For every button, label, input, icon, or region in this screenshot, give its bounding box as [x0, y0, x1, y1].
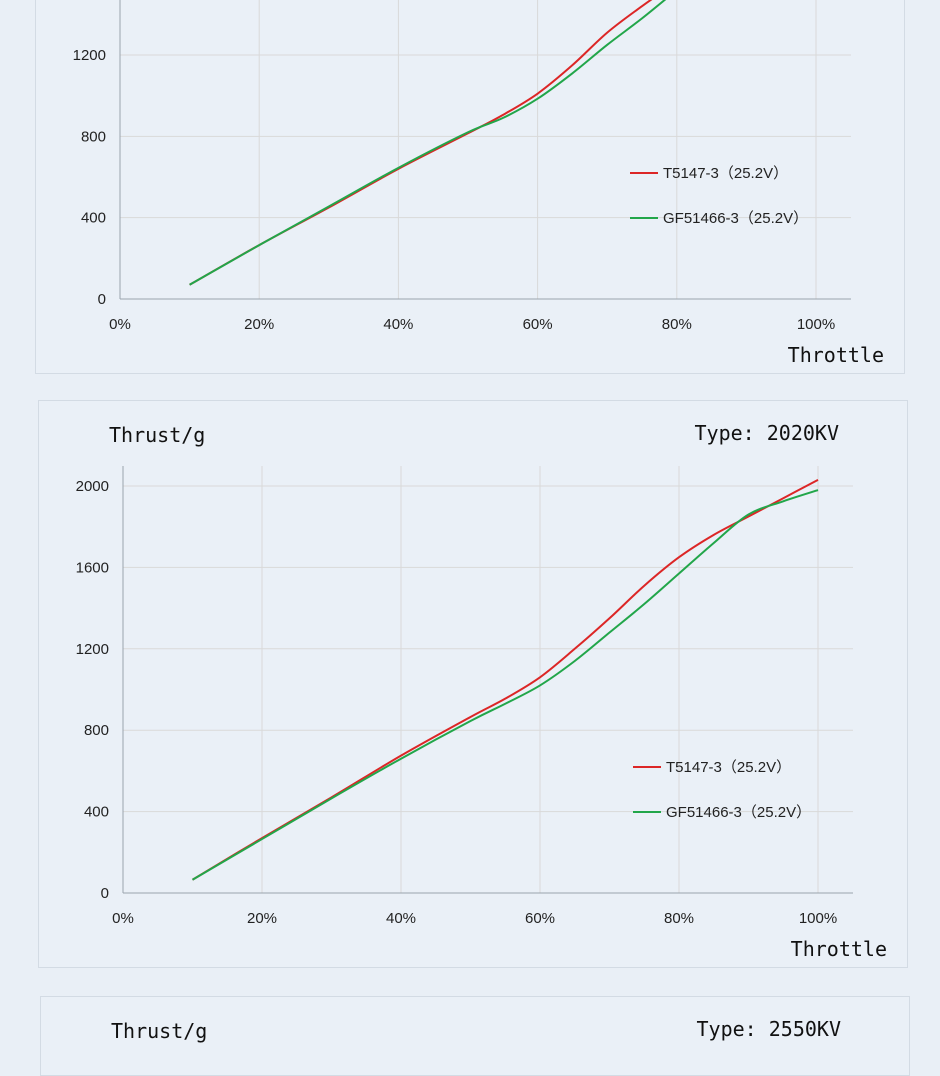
y-axis-title: Thrust/g: [111, 1019, 208, 1043]
x-tick-label: 80%: [662, 316, 692, 333]
x-tick-label: 0%: [109, 316, 131, 333]
y-tick-label: 2000: [76, 478, 109, 495]
x-tick-label: 40%: [386, 910, 416, 927]
y-tick-label: 400: [81, 210, 106, 227]
y-tick-label: 0: [98, 291, 106, 308]
x-tick-label: 80%: [664, 910, 694, 927]
x-tick-label: 100%: [797, 316, 835, 333]
chart-panel-1: 0 400 800 1200 0% 20% 40% 60% 80% 100% Throttle T51…: [35, 0, 905, 374]
x-tick-label: 20%: [247, 910, 277, 927]
x-tick-label: 0%: [112, 910, 134, 927]
series-line-2: [191, 489, 819, 881]
motor-type-label: Type: 2020KV: [694, 421, 840, 445]
x-tick-label: 40%: [383, 316, 413, 333]
motor-type-label: Type: 2550KV: [696, 1017, 842, 1041]
legend-label: T5147-3（25.2V）: [666, 759, 791, 776]
y-tick-label: 1200: [76, 641, 109, 658]
legend-label: GF51466-3（25.2V）: [663, 210, 808, 227]
legend-label: GF51466-3（25.2V）: [666, 804, 811, 821]
chart-panel-2: Thrust/g Type: 2020KV 0 400 800 1200 1600 200…: [38, 400, 908, 968]
y-tick-label: 800: [84, 722, 109, 739]
x-axis-title: Throttle: [788, 343, 884, 367]
y-axis-title: Thrust/g: [109, 423, 206, 447]
thrust-chart-1: 0 400 800 1200 0% 20% 40% 60% 80% 100% Throttle T51…: [73, 0, 884, 367]
y-tick-label: 1600: [76, 559, 109, 576]
y-tick-label: 400: [84, 804, 109, 821]
y-tick-label: 0: [101, 885, 109, 902]
thrust-chart-2: 0 400 800 1200 1600 2000 0% 20% 40% 60% 80% 100% Thr…: [76, 466, 887, 961]
legend-label: T5147-3（25.2V）: [663, 165, 788, 182]
y-tick-label: 800: [81, 128, 106, 145]
x-tick-label: 60%: [525, 910, 555, 927]
x-tick-label: 100%: [799, 910, 837, 927]
x-axis-title: Throttle: [791, 937, 887, 961]
series-line-2: [189, 0, 667, 286]
y-tick-label: 1200: [73, 47, 106, 64]
x-tick-label: 60%: [523, 316, 553, 333]
chart-panel-3: Thrust/g Type: 2550KV: [40, 996, 910, 1076]
x-tick-label: 20%: [244, 316, 274, 333]
